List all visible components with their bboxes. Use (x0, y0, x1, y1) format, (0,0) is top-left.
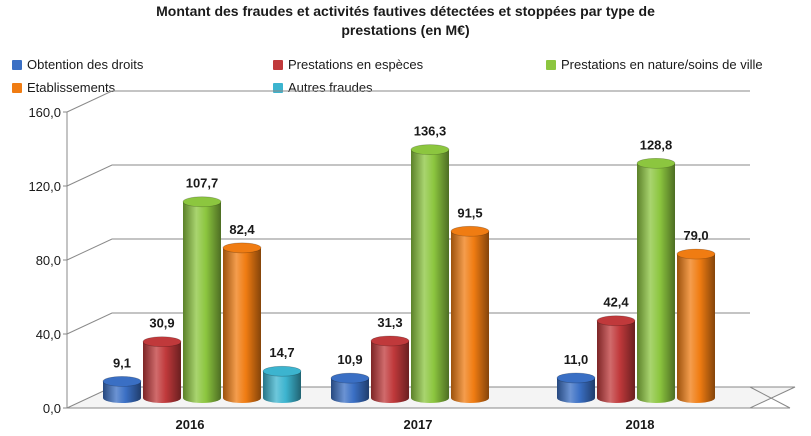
bar-cap (222, 242, 262, 254)
legend-label: Prestations en espèces (288, 57, 424, 72)
data-label: 9,1 (113, 355, 131, 370)
legend-item-etablissements: Etablissements (12, 80, 115, 95)
floor-edge (749, 386, 791, 409)
bar-cap (182, 196, 222, 208)
bar-body (637, 163, 675, 403)
bar-prestations-en-esp-ces-2016 (142, 336, 182, 403)
bar-prestations-en-nature-soins-de-ville-2018 (636, 157, 676, 403)
bar-cap (142, 336, 182, 348)
data-labels: 9,1 30,9 107,7 82,4 14,7 10,9 31,3 136,3 91,5 11,… (113, 124, 709, 371)
bar-cap (636, 157, 676, 169)
bar-body (557, 377, 595, 403)
chart-title-line-1: Montant des fraudes et activités fautive… (156, 3, 655, 19)
bar-body (183, 201, 221, 403)
bar-cap (596, 315, 636, 327)
gridline (66, 238, 750, 261)
bar-etablissements-2016 (222, 242, 262, 403)
data-label: 31,3 (377, 315, 402, 330)
bar-body (677, 254, 715, 403)
bar-prestations-en-esp-ces-2017 (370, 335, 410, 403)
bar-obtention-des-droits-2018 (556, 372, 596, 403)
bar-body (451, 231, 489, 403)
legend-item-prestations-en-nature: Prestations en nature/soins de ville (546, 57, 763, 72)
bar-etablissements-2018 (676, 248, 716, 403)
x-tick-label: 2018 (626, 417, 655, 432)
x-axis: 2016 2017 2018 (176, 417, 655, 432)
data-label: 136,3 (414, 124, 447, 139)
legend-label: Obtention des droits (27, 57, 144, 72)
gridline (66, 90, 750, 113)
legend-label: Prestations en nature/soins de ville (561, 57, 763, 72)
legend-label: Etablissements (27, 80, 116, 95)
x-tick-label: 2017 (404, 417, 433, 432)
legend-swatch-obtention (12, 59, 22, 70)
bar-etablissements-2017 (450, 225, 490, 403)
y-tick-label: 40,0 (36, 327, 61, 342)
data-label: 82,4 (229, 222, 255, 237)
bar-obtention-des-droits-2017 (330, 372, 370, 403)
y-tick-label: 0,0 (43, 401, 61, 416)
data-label: 30,9 (149, 316, 174, 331)
bar-obtention-des-droits-2016 (102, 376, 142, 403)
bar-cap (330, 372, 370, 384)
chart-title-line-2: prestations (en M€) (341, 22, 470, 38)
bar-prestations-en-nature-soins-de-ville-2017 (410, 144, 450, 403)
y-tick-label: 160,0 (28, 105, 61, 120)
bar-cap (556, 372, 596, 384)
bar-body (263, 371, 301, 403)
legend-swatch-especes (273, 59, 283, 70)
x-tick-label: 2016 (176, 417, 205, 432)
bar-cap (450, 225, 490, 237)
bar-body (411, 149, 449, 403)
y-axis: 0,0 40,0 80,0 120,0 160,0 (28, 105, 68, 416)
data-label: 14,7 (269, 345, 294, 360)
bar-cap (370, 335, 410, 347)
bar-body (223, 247, 261, 403)
gridline (66, 164, 750, 187)
data-label: 91,5 (457, 205, 482, 220)
data-label: 128,8 (640, 137, 673, 152)
bar-cap (102, 376, 142, 387)
data-label: 107,7 (186, 176, 219, 191)
y-tick-label: 80,0 (36, 253, 61, 268)
bar-autres-fraudes-2016 (262, 365, 302, 403)
bar-body (331, 378, 369, 403)
bar-cap (410, 144, 450, 155)
legend-item-prestations-en-especes: Prestations en espèces (273, 57, 423, 72)
legend-swatch-nature (546, 59, 556, 70)
legend-swatch-etablissements (12, 82, 22, 93)
legend-item-obtention-des-droits: Obtention des droits (12, 57, 143, 72)
legend-swatch-autres (273, 82, 283, 93)
bar-prestations-en-nature-soins-de-ville-2016 (182, 196, 222, 403)
chart-title: Montant des fraudes et activités fautive… (0, 2, 811, 40)
bar-cap (676, 248, 716, 260)
bar-body (103, 381, 141, 403)
data-label: 42,4 (603, 295, 629, 310)
bar-cap (262, 365, 302, 377)
bar-body (143, 341, 181, 403)
data-label: 10,9 (337, 352, 362, 367)
bar-prestations-en-esp-ces-2018 (596, 315, 636, 403)
data-label: 79,0 (683, 228, 708, 243)
bars (102, 144, 716, 403)
bar-body (597, 320, 635, 403)
bar-body (371, 340, 409, 403)
y-tick-label: 120,0 (28, 179, 61, 194)
gridline (66, 312, 750, 335)
data-label: 11,0 (564, 352, 589, 367)
